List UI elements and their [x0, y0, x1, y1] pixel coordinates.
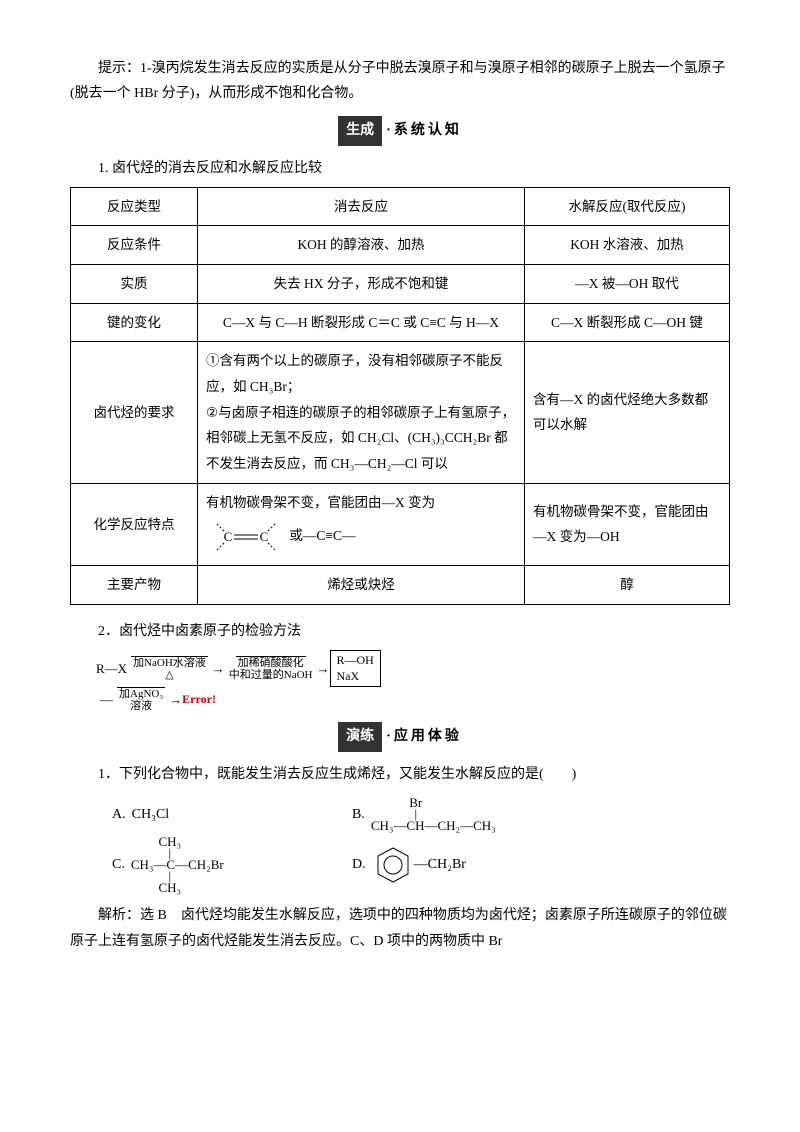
error-text: Error! — [182, 689, 216, 711]
option-structure: Br | CH₃—CH—CH₂—CH₃ — [371, 795, 496, 834]
svg-text:C: C — [224, 529, 233, 544]
box-line: NaX — [337, 669, 360, 685]
table-row: 卤代烃的要求 ①含有两个以上的碳原子，没有相邻碳原子不能反应，如 CH₃Br； … — [71, 342, 730, 483]
struct-main: CH₃—C—CH₂Br — [131, 857, 224, 873]
section-suffix: ·系统认知 — [386, 123, 462, 138]
detection-flow: R—X 加NaOH水溶液 △ → 加稀硝酸酸化 中和过量的NaOH → R—OH… — [96, 650, 730, 712]
option-label: B. — [352, 797, 365, 832]
question-stem: 1．下列化合物中，既能发生消去反应生成烯烃，又能发生水解反应的是( ) — [70, 762, 730, 787]
option-label: A. — [112, 797, 126, 832]
double-bond-diagram: C C — [206, 515, 286, 559]
option-label: D. — [352, 847, 366, 882]
section-header-1: 生成 ·系统认知 — [70, 116, 730, 145]
option-formula: CH₃Cl — [132, 797, 170, 832]
arrow-bot: 溶液 — [130, 700, 152, 712]
cell: —X 被—OH 取代 — [525, 265, 730, 304]
comparison-table: 反应类型消去反应水解反应(取代反应) 反应条件KOH 的醇溶液、加热KOH 水溶… — [70, 187, 730, 605]
cell: 水解反应(取代反应) — [525, 187, 730, 226]
cell: 烯烃或炔烃 — [198, 566, 525, 605]
row-label: 反应条件 — [71, 226, 198, 265]
flow-arrow-glyph: → — [169, 688, 182, 711]
cell-suffix: 或—C≡C— — [289, 528, 355, 543]
cell: 有机物碳骨架不变，官能团由—X 变为 C C 或—C≡C— — [198, 483, 525, 566]
benzene-icon — [372, 844, 414, 886]
option-d: D. —CH₂Br — [352, 844, 466, 886]
section-suffix: ·应用体验 — [386, 729, 462, 744]
intro-text: 提示：1-溴丙烷发生消去反应的实质是从分子中脱去溴原子和与溴原子相邻的碳原子上脱… — [70, 56, 730, 106]
table-row: 反应类型消去反应水解反应(取代反应) — [71, 187, 730, 226]
option-a: A. CH₃Cl — [112, 797, 322, 832]
struct-side: —CH₂Br — [414, 847, 466, 882]
table-title: 1. 卤代烃的消去反应和水解反应比较 — [70, 156, 730, 181]
row-label: 反应类型 — [71, 187, 198, 226]
option-b: B. Br | CH₃—CH—CH₂—CH₃ — [352, 795, 496, 834]
table-row: 实质失去 HX 分子，形成不饱和键—X 被—OH 取代 — [71, 265, 730, 304]
arrow-top: 加稀硝酸酸化 — [236, 656, 306, 669]
row-label: 卤代烃的要求 — [71, 342, 198, 483]
box-line: R—OH — [337, 653, 374, 669]
table-row: 主要产物烯烃或炔烃醇 — [71, 566, 730, 605]
cell: 消去反应 — [198, 187, 525, 226]
section-tag: 生成 — [338, 116, 382, 145]
table-row: 化学反应特点 有机物碳骨架不变，官能团由—X 变为 C C 或—C≡C— 有机物… — [71, 483, 730, 566]
flow-arrow: 加NaOH水溶液 △ — [131, 656, 208, 681]
cell: KOH 水溶液、加热 — [525, 226, 730, 265]
cell: 醇 — [525, 566, 730, 605]
option-c: C. CH₃ | CH₃—C—CH₂Br | CH₃ — [112, 834, 322, 896]
analysis-text: 解析：选 B 卤代烃均能发生水解反应，选项中的四种物质均为卤代烃；卤素原子所连碳… — [70, 903, 730, 953]
arrow-bot: 中和过量的NaOH — [229, 669, 313, 681]
flow-dash: — — [100, 688, 113, 711]
section-header-2: 演练 ·应用体验 — [70, 722, 730, 751]
cell: 失去 HX 分子，形成不饱和键 — [198, 265, 525, 304]
row-label: 实质 — [71, 265, 198, 304]
cell: 有机物碳骨架不变，官能团由—X 变为—OH — [525, 483, 730, 566]
flow-start: R—X — [96, 657, 127, 680]
arrow-top: 加AgNO₃ — [117, 687, 165, 700]
table-row: 反应条件KOH 的醇溶液、加热KOH 水溶液、加热 — [71, 226, 730, 265]
flow-arrow-glyph: → — [317, 657, 330, 680]
struct-bot: CH₃ — [158, 880, 181, 896]
cell: KOH 的醇溶液、加热 — [198, 226, 525, 265]
arrow-bot: △ — [165, 669, 173, 681]
detect-title: 2．卤代烃中卤素原子的检验方法 — [70, 619, 730, 644]
cell-part: ②与卤原子相连的碳原子的相邻碳原子上有氢原子，相邻碳上无氢不反应，如 CH₂Cl… — [206, 405, 515, 471]
option-structure: CH₃ | CH₃—C—CH₂Br | CH₃ — [131, 834, 224, 896]
row-label: 化学反应特点 — [71, 483, 198, 566]
flow-arrow-glyph: → — [212, 657, 225, 680]
cell: 含有—X 的卤代烃绝大多数都可以水解 — [525, 342, 730, 483]
flow-arrow: 加AgNO₃ 溶液 — [117, 687, 165, 712]
row-label: 键的变化 — [71, 303, 198, 342]
section-tag: 演练 — [338, 722, 382, 751]
option-label: C. — [112, 847, 125, 882]
table-row: 键的变化C—X 与 C—H 断裂形成 C＝C 或 C≡C 与 H—XC—X 断裂… — [71, 303, 730, 342]
row-label: 主要产物 — [71, 566, 198, 605]
svg-text:C: C — [260, 529, 269, 544]
struct-main: CH₃—CH—CH₂—CH₃ — [371, 818, 496, 834]
flow-box: R—OH NaX — [330, 650, 381, 687]
cell: ①含有两个以上的碳原子，没有相邻碳原子不能反应，如 CH₃Br； ②与卤原子相连… — [198, 342, 525, 483]
flow-arrow: 加稀硝酸酸化 中和过量的NaOH — [229, 656, 313, 681]
options-block: A. CH₃Cl B. Br | CH₃—CH—CH₂—CH₃ C. CH₃ |… — [112, 795, 730, 896]
arrow-top: 加NaOH水溶液 — [131, 656, 208, 669]
cell: C—X 与 C—H 断裂形成 C＝C 或 C≡C 与 H—X — [198, 303, 525, 342]
cell-prefix: 有机物碳骨架不变，官能团由—X 变为 — [206, 495, 435, 510]
cell: C—X 断裂形成 C—OH 键 — [525, 303, 730, 342]
cell-part: ①含有两个以上的碳原子，没有相邻碳原子不能反应，如 CH₃Br； — [206, 353, 503, 394]
